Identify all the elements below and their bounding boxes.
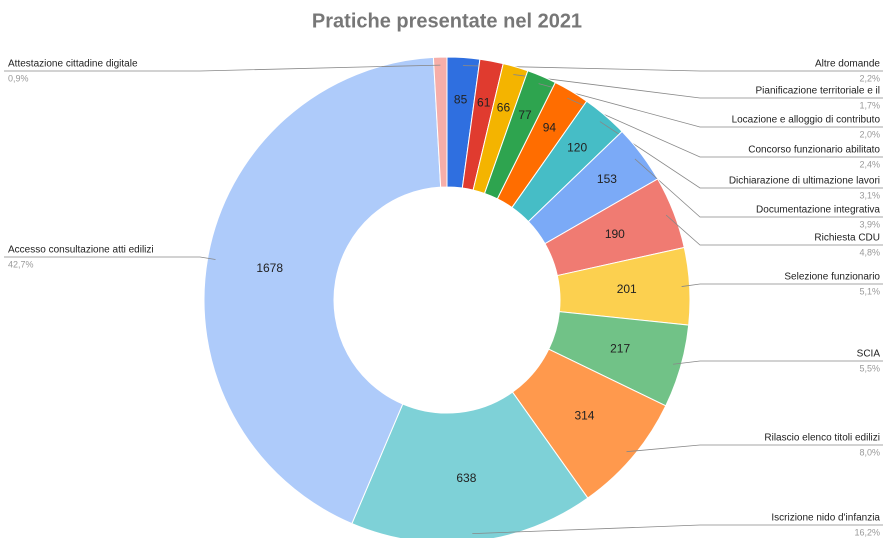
category-label: Iscrizione nido d'infanzia [771, 513, 880, 524]
category-label: Richiesta CDU [814, 233, 880, 244]
slice-value-label: 201 [617, 282, 637, 296]
category-label: Attestazione cittadine digitale [8, 59, 138, 70]
category-label: Documentazione integrativa [756, 205, 880, 216]
leader-line [513, 74, 883, 99]
slice-value-label: 66 [497, 100, 511, 114]
slice-value-label: 61 [477, 96, 491, 110]
category-label: Accesso consultazione atti edilizi [8, 245, 154, 256]
leader-line [626, 444, 883, 453]
leader-line [634, 158, 883, 218]
leader-line [538, 83, 883, 128]
leader-line [665, 214, 883, 246]
percent-label: 0,9% [8, 73, 29, 83]
leader-line [681, 283, 883, 287]
slice-value-label: 314 [574, 408, 594, 422]
category-label: Locazione e alloggio di contributo [732, 115, 881, 126]
percent-label: 2,4% [859, 159, 880, 169]
donut-slice [432, 56, 448, 188]
percent-label: 2,2% [859, 73, 880, 83]
slice-value-label: 85 [454, 93, 468, 107]
leader-line [567, 97, 883, 158]
category-label: SCIA [857, 349, 881, 360]
leader-line [4, 64, 441, 72]
percent-label: 3,1% [859, 190, 880, 200]
category-label: Pianificazione territoriale e il [755, 86, 880, 97]
slice-value-label: 153 [597, 172, 617, 186]
category-label: Selezione funzionario [784, 272, 880, 283]
percent-label: 3,9% [859, 219, 880, 229]
leader-line [462, 65, 883, 72]
percent-label: 5,5% [859, 363, 880, 373]
percent-label: 5,1% [859, 286, 880, 296]
slice-value-label: 638 [456, 471, 476, 485]
leader-line [4, 256, 216, 260]
slice-value-label: 1678 [256, 261, 283, 275]
slice-value-label: 94 [543, 120, 557, 134]
slice-value-label: 190 [605, 227, 625, 241]
percent-label: 8,0% [859, 447, 880, 457]
percent-label: 4,8% [859, 247, 880, 257]
percent-label: 16,2% [854, 527, 880, 537]
percent-label: 42,7% [8, 259, 34, 269]
slice-value-label: 77 [518, 108, 532, 122]
category-label: Altre domande [815, 59, 880, 70]
category-label: Concorso funzionario abilitato [748, 145, 880, 156]
percent-label: 1,7% [859, 100, 880, 110]
category-label: Dichiarazione di ultimazione lavori [729, 176, 880, 187]
slice-value-label: 217 [610, 341, 630, 355]
leader-line [472, 524, 883, 535]
donut-slice [351, 391, 589, 538]
category-label: Rilascio elenco titoli edilizi [764, 433, 880, 444]
slice-value-label: 120 [567, 140, 587, 154]
percent-label: 2,0% [859, 129, 880, 139]
donut-slice [203, 56, 442, 525]
chart-title: Pratiche presentate nel 2021 [312, 10, 582, 32]
leader-line [672, 360, 883, 365]
